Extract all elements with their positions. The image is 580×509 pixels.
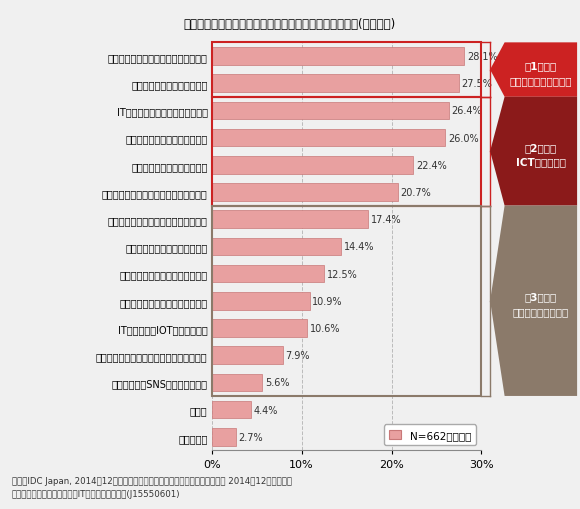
Bar <box>212 238 341 256</box>
Bar <box>212 347 282 364</box>
Text: 次世代ストレージがもたらすITインフラの変革」(J15550601): 次世代ストレージがもたらすITインフラの変革」(J15550601) <box>12 489 180 498</box>
Text: 26.4%: 26.4% <box>452 106 483 116</box>
Bar <box>212 211 368 229</box>
Text: 2.7%: 2.7% <box>239 432 263 442</box>
Bar <box>212 75 459 93</box>
Bar <box>212 184 398 202</box>
Text: 27.5%: 27.5% <box>462 79 492 89</box>
Text: 第1の変化: 第1の変化 <box>525 62 557 71</box>
Bar <box>212 98 481 206</box>
Text: 22.4%: 22.4% <box>416 160 447 171</box>
Text: 12.5%: 12.5% <box>327 269 357 279</box>
Bar <box>212 401 251 418</box>
Legend: N=662（全体）: N=662（全体） <box>383 425 476 445</box>
Text: 第3の変化: 第3の変化 <box>525 292 557 302</box>
Text: 4.4%: 4.4% <box>254 405 278 415</box>
Bar <box>212 292 310 310</box>
Text: 出典：IDC Japan, 2014年12月「国内企業のストレージ利用実態に関する調査 2014年12月調査版：: 出典：IDC Japan, 2014年12月「国内企業のストレージ利用実態に関す… <box>12 476 292 485</box>
Text: コールドデータの増加: コールドデータの増加 <box>510 76 572 86</box>
Text: 14.4%: 14.4% <box>344 242 374 252</box>
Text: 10.6%: 10.6% <box>310 323 340 333</box>
Bar <box>212 102 449 120</box>
Text: 5.6%: 5.6% <box>264 378 289 387</box>
Text: ICT活用の拡大: ICT活用の拡大 <box>516 157 566 167</box>
Text: 17.4%: 17.4% <box>371 215 401 224</box>
Bar <box>212 129 445 147</box>
Bar <box>212 157 413 174</box>
Text: 保有ストレージ容量が増加している理由：従業員規模別(複数回答): 保有ストレージ容量が増加している理由：従業員規模別(複数回答) <box>184 18 396 31</box>
Bar <box>212 428 236 446</box>
Text: 26.0%: 26.0% <box>448 133 478 143</box>
Bar <box>212 48 465 66</box>
Bar <box>212 206 481 396</box>
Text: データ活用の多様化: データ活用の多様化 <box>513 306 569 316</box>
Bar <box>212 265 324 283</box>
Text: 28.1%: 28.1% <box>467 52 498 62</box>
Text: 10.9%: 10.9% <box>313 296 343 306</box>
Bar <box>212 320 307 337</box>
Text: 20.7%: 20.7% <box>400 188 432 197</box>
Text: 7.9%: 7.9% <box>285 351 310 360</box>
Bar <box>212 374 262 391</box>
Bar <box>212 43 481 98</box>
Text: 第2の変化: 第2の変化 <box>525 143 557 153</box>
